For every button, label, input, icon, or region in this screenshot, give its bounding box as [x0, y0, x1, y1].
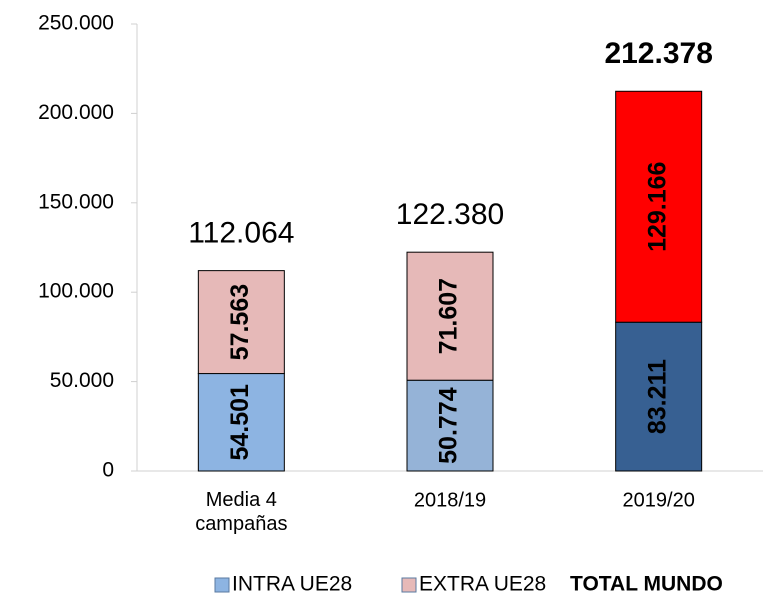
- y-tick-label: 0: [102, 459, 114, 482]
- bar-segment: [197, 270, 285, 375]
- bar-segment: [197, 373, 285, 472]
- x-tick-label: 2019/20: [623, 489, 695, 511]
- data-label: 83.211: [643, 359, 671, 434]
- legend-swatch: [401, 577, 417, 593]
- total-label: 112.064: [188, 217, 294, 250]
- y-tick-label: 100.000: [38, 280, 114, 303]
- x-tick-label: Media 4 campañas: [195, 489, 287, 535]
- bar-segment: [615, 90, 703, 323]
- total-label: 212.378: [604, 37, 712, 70]
- data-label: 71.607: [435, 278, 463, 354]
- y-tick-label: 200.000: [38, 101, 114, 124]
- data-label: 50.774: [435, 387, 463, 464]
- legend-swatch: [214, 577, 230, 593]
- total-label: 122.380: [396, 198, 504, 231]
- legend-label: EXTRA UE28: [419, 573, 546, 596]
- bar-segment: [406, 379, 494, 472]
- y-tick-label: 250.000: [38, 12, 114, 35]
- x-tick-label: 2018/19: [414, 489, 486, 511]
- bar-segment: [406, 251, 494, 381]
- y-tick-label: 150.000: [38, 190, 114, 213]
- legend-label: TOTAL MUNDO: [570, 573, 723, 596]
- data-label: 57.563: [226, 284, 254, 360]
- bar-segment: [615, 321, 703, 472]
- data-label: 54.501: [226, 384, 254, 461]
- y-tick-label: 50.000: [50, 369, 114, 392]
- legend-label: INTRA UE28: [232, 573, 352, 596]
- data-label: 129.166: [643, 162, 671, 252]
